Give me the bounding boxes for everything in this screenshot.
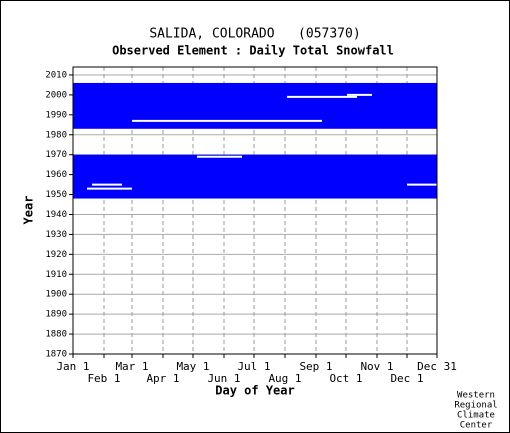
x-tick-label: Jul 1 bbox=[237, 360, 270, 373]
y-tick-label: 1950 bbox=[45, 190, 67, 200]
x-tick-label: Sep 1 bbox=[299, 360, 332, 373]
x-tick-label: Jan 1 bbox=[56, 360, 89, 373]
plot-border bbox=[72, 66, 438, 355]
x-tick-label: Nov 1 bbox=[360, 360, 393, 373]
y-tick-label: 1870 bbox=[45, 350, 67, 360]
x-tick-label: Apr 1 bbox=[146, 372, 179, 385]
credit-line: Regional bbox=[454, 401, 497, 411]
x-axis-label: Day of Year bbox=[215, 384, 294, 398]
y-axis-label: Year bbox=[22, 196, 36, 225]
y-tick-label: 1990 bbox=[45, 110, 67, 120]
credit-line: Western bbox=[457, 391, 495, 401]
credit-line: Climate bbox=[457, 411, 495, 421]
x-tick-label: Jun 1 bbox=[207, 372, 240, 385]
y-tick-label: 1880 bbox=[45, 330, 67, 340]
y-tick-label: 1920 bbox=[45, 250, 67, 260]
y-tick-label: 1910 bbox=[45, 270, 67, 280]
data-band bbox=[73, 82, 437, 129]
y-tick-label: 2010 bbox=[45, 70, 67, 80]
chart-title: SALIDA, COLORADO (057370) bbox=[149, 27, 360, 42]
x-tick-label: Mar 1 bbox=[115, 360, 148, 373]
credit-line: Center bbox=[460, 421, 493, 431]
y-tick-label: 1970 bbox=[45, 150, 67, 160]
x-tick-label: Dec 31 bbox=[417, 360, 457, 373]
y-tick-label: 1930 bbox=[45, 230, 67, 240]
data-band bbox=[73, 154, 437, 199]
y-tick-label: 1980 bbox=[45, 130, 67, 140]
x-tick-label: Oct 1 bbox=[329, 372, 362, 385]
y-tick-label: 1890 bbox=[45, 310, 67, 320]
x-tick-label: Feb 1 bbox=[87, 372, 120, 385]
y-tick-label: 1960 bbox=[45, 170, 67, 180]
y-tick-label: 2000 bbox=[45, 90, 67, 100]
x-tick-label: Aug 1 bbox=[268, 372, 301, 385]
chart-subtitle: Observed Element : Daily Total Snowfall bbox=[112, 44, 394, 58]
x-tick-label: May 1 bbox=[176, 360, 209, 373]
y-tick-label: 1900 bbox=[45, 290, 67, 300]
y-tick-label: 1940 bbox=[45, 210, 67, 220]
x-tick-label: Dec 1 bbox=[390, 372, 423, 385]
